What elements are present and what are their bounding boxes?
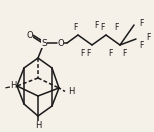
Text: F: F: [122, 50, 126, 58]
Text: F: F: [100, 22, 104, 32]
Text: F: F: [139, 20, 143, 29]
Text: F: F: [73, 22, 77, 32]
Text: S: S: [41, 39, 47, 48]
Text: F: F: [94, 22, 98, 30]
Text: F: F: [108, 48, 112, 58]
Text: H: H: [35, 121, 41, 129]
Text: H: H: [68, 88, 74, 96]
Text: F: F: [114, 22, 118, 32]
Text: F: F: [80, 48, 84, 58]
Text: O: O: [58, 39, 64, 48]
Text: F: F: [146, 32, 150, 41]
Text: F: F: [86, 50, 90, 58]
Text: O: O: [27, 32, 33, 41]
Text: F: F: [139, 41, 143, 51]
Text: H: H: [10, 81, 16, 91]
